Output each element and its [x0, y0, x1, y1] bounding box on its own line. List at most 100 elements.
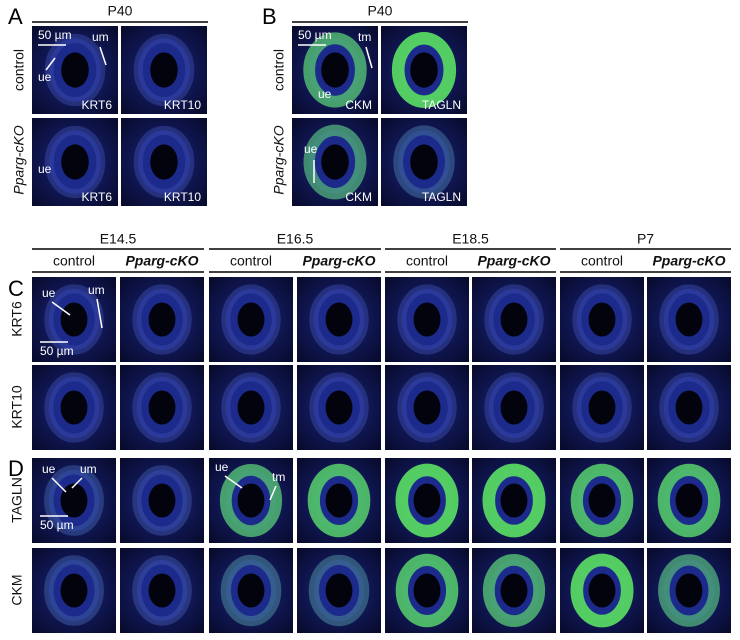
- stain-label: CKM: [345, 190, 372, 204]
- lumen: [148, 302, 176, 337]
- lumen: [675, 483, 703, 518]
- scale-bar-label: 50 µm: [40, 344, 74, 358]
- annotation: ue: [42, 462, 56, 476]
- lumen: [500, 483, 528, 518]
- row-label: control: [11, 49, 27, 91]
- stain-label: TAGLN: [422, 190, 461, 204]
- lumen: [237, 390, 265, 425]
- lumen: [675, 573, 703, 608]
- scale-bar-label: 50 µm: [38, 28, 72, 42]
- pointer: [96, 298, 103, 329]
- stage-header: E18.5: [452, 231, 489, 247]
- pointer: [269, 485, 277, 501]
- pointer: [51, 301, 71, 316]
- lumen: [500, 302, 528, 337]
- lumen: [321, 52, 349, 88]
- lumen: [237, 302, 265, 337]
- row-label: KRT10: [9, 385, 25, 429]
- lumen: [60, 483, 88, 518]
- genotype-header: Pparg-cKO: [125, 253, 198, 269]
- stain-label: KRT10: [164, 190, 201, 204]
- stage-header: P7: [637, 231, 654, 247]
- lumen: [60, 390, 88, 425]
- genotype-header: control: [53, 253, 95, 269]
- lumen: [413, 302, 441, 337]
- lumen: [61, 52, 89, 88]
- lumen: [237, 483, 265, 518]
- panel-label: B: [262, 4, 277, 29]
- row-label: TAGLN: [9, 477, 25, 523]
- genotype-header: control: [230, 253, 272, 269]
- lumen: [500, 390, 528, 425]
- annotation: um: [88, 283, 105, 297]
- lumen: [413, 573, 441, 608]
- stain-label: TAGLN: [422, 98, 461, 112]
- lumen: [150, 52, 178, 88]
- pointer: [224, 475, 243, 489]
- annotation: ue: [318, 87, 332, 101]
- lumen: [60, 573, 88, 608]
- annotation: tm: [272, 470, 285, 484]
- header: P40: [368, 3, 393, 19]
- genotype-header: Pparg-cKO: [302, 253, 375, 269]
- pointer: [99, 46, 107, 66]
- lumen: [413, 390, 441, 425]
- panel-label: D: [8, 456, 24, 481]
- lumen: [148, 573, 176, 608]
- lumen: [675, 390, 703, 425]
- row-label: control: [271, 49, 287, 91]
- annotation: tm: [358, 30, 371, 44]
- genotype-header: Pparg-cKO: [477, 253, 550, 269]
- annotation: ue: [38, 162, 52, 176]
- pointer: [71, 477, 83, 489]
- pointer: [45, 57, 56, 71]
- row-label: Pparg-cKO: [11, 125, 27, 194]
- stage-header: E16.5: [277, 231, 314, 247]
- lumen: [410, 52, 438, 88]
- lumen: [148, 483, 176, 518]
- row-label: CKM: [9, 574, 25, 605]
- annotation: ue: [215, 460, 229, 474]
- lumen: [325, 302, 353, 337]
- pointer: [51, 477, 67, 493]
- lumen: [148, 390, 176, 425]
- lumen: [410, 144, 438, 180]
- lumen: [150, 144, 178, 180]
- row-label: Pparg-cKO: [271, 125, 287, 194]
- lumen: [321, 144, 349, 180]
- annotation: ue: [42, 286, 56, 300]
- genotype-header: control: [406, 253, 448, 269]
- genotype-header: control: [581, 253, 623, 269]
- lumen: [500, 573, 528, 608]
- row-label: KRT6: [9, 301, 25, 337]
- lumen: [588, 390, 616, 425]
- pointer: [365, 46, 373, 69]
- scale-bar-label: 50 µm: [298, 28, 332, 42]
- panel-label: C: [8, 276, 24, 301]
- lumen: [325, 390, 353, 425]
- header: P40: [108, 3, 133, 19]
- lumen: [675, 302, 703, 337]
- lumen: [60, 302, 88, 337]
- lumen: [325, 483, 353, 518]
- lumen: [325, 573, 353, 608]
- annotation: ue: [304, 142, 318, 156]
- lumen: [413, 483, 441, 518]
- annotation: um: [80, 462, 97, 476]
- panel-label: A: [8, 4, 23, 29]
- lumen: [588, 573, 616, 608]
- lumen: [588, 483, 616, 518]
- annotation: ue: [38, 70, 52, 84]
- scale-bar-label: 50 µm: [40, 518, 74, 532]
- stain-label: KRT10: [164, 98, 201, 112]
- lumen: [61, 144, 89, 180]
- stain-label: KRT6: [82, 190, 113, 204]
- stage-header: E14.5: [100, 231, 137, 247]
- lumen: [237, 573, 265, 608]
- stain-label: CKM: [345, 98, 372, 112]
- stain-label: KRT6: [82, 98, 113, 112]
- annotation: um: [92, 30, 109, 44]
- genotype-header: Pparg-cKO: [652, 253, 725, 269]
- lumen: [588, 302, 616, 337]
